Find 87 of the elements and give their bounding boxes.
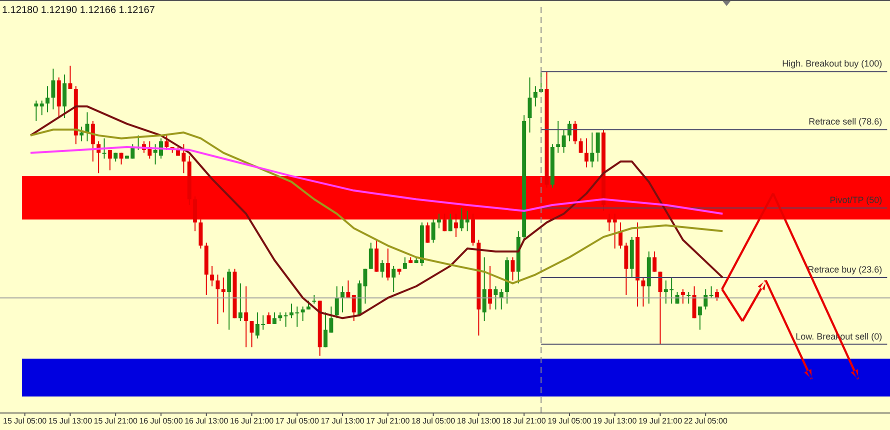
candlestick: [426, 222, 430, 244]
candlestick: [442, 213, 447, 232]
candlestick: [198, 219, 203, 250]
x-tick-label: 16 Jul 05:00: [139, 416, 184, 426]
ref-line-label: Pivot/TP (50): [830, 194, 882, 205]
x-tick-label: 17 Jul 13:00: [320, 416, 365, 426]
candlestick: [284, 312, 288, 328]
candlestick: [346, 280, 350, 298]
x-tick-label: 19 Jul 13:00: [593, 416, 638, 426]
candlestick: [368, 242, 373, 270]
x-tick-label: 15 Jul 13:00: [48, 416, 93, 426]
candlestick: [334, 286, 339, 319]
candlestick: [607, 213, 612, 232]
candlestick: [482, 256, 486, 322]
x-tick-label: 15 Jul 05:00: [3, 416, 48, 426]
candlestick: [300, 306, 305, 322]
candlestick: [590, 132, 594, 168]
candlestick: [704, 288, 708, 310]
x-tick-label: 19 Jul 05:00: [548, 416, 592, 426]
x-tick-label: 17 Jul 21:00: [366, 416, 410, 426]
candlestick: [68, 65, 72, 90]
candlestick: [221, 277, 226, 313]
x-tick-label: 15 Jul 21:00: [94, 416, 138, 426]
candlestick: [567, 120, 572, 142]
candlestick: [244, 286, 248, 348]
candlestick: [402, 256, 407, 270]
candlestick: [686, 292, 691, 304]
candlestick: [680, 288, 685, 304]
candlestick: [51, 68, 56, 110]
candlestick: [584, 138, 588, 168]
candlestick: [62, 74, 67, 119]
candlestick: [562, 129, 566, 154]
x-tick-label: 18 Jul 13:00: [456, 416, 502, 426]
candlestick: [578, 138, 583, 154]
x-tick-label: 16 Jul 13:00: [184, 416, 229, 426]
candlestick: [658, 271, 662, 345]
candlestick: [108, 149, 112, 171]
candlestick: [40, 100, 44, 116]
candlestick: [238, 282, 242, 322]
candlestick: [272, 312, 276, 324]
candlestick: [193, 196, 198, 232]
candlestick: [624, 242, 628, 296]
candlestick: [46, 86, 50, 113]
candlestick: [641, 277, 646, 308]
candlestick: [164, 134, 169, 150]
candlestick: [698, 306, 702, 330]
x-tick-label: 22 Jul 05:00: [684, 416, 728, 426]
candlestick: [510, 256, 515, 281]
candlestick: [494, 286, 498, 310]
candlestick: [80, 126, 84, 142]
candlestick: [374, 239, 379, 272]
candlestick: [340, 286, 345, 313]
ref-line-label: High. Breakout buy (100): [782, 58, 882, 69]
candlestick: [380, 260, 384, 278]
x-tick-label: 17 Jul 05:00: [275, 416, 320, 426]
candlestick: [692, 286, 696, 319]
candlestick: [266, 312, 271, 324]
ref-line-label: Retrace sell (78.6): [808, 116, 882, 127]
candlestick: [431, 219, 436, 244]
text: 1.12180 1.12190 1.12166 1.12167: [2, 5, 155, 16]
candlestick: [533, 86, 538, 107]
x-tick-label: 19 Jul 21:00: [638, 416, 683, 426]
candlestick: [612, 213, 617, 250]
candlestick: [436, 213, 441, 229]
candlestick: [227, 268, 232, 330]
candlestick: [714, 288, 719, 302]
candlestick: [210, 265, 214, 287]
candlestick: [216, 274, 220, 324]
candlestick: [652, 250, 657, 272]
candlestick: [34, 100, 38, 122]
candlestick: [573, 120, 578, 145]
candlestick: [709, 286, 714, 298]
candlestick: [392, 265, 396, 293]
candlestick: [465, 210, 470, 232]
candlestick: [471, 213, 476, 246]
candlestick: [386, 248, 390, 281]
candlestick: [488, 265, 492, 310]
candlestick: [250, 320, 254, 348]
candlestick: [596, 132, 600, 162]
x-tick-label: 16 Jul 21:00: [230, 416, 274, 426]
candlestick: [460, 207, 464, 232]
candlestick: [556, 120, 560, 154]
candlestick: [454, 213, 458, 238]
candlestick: [499, 288, 504, 310]
x-tick-label: 18 Jul 21:00: [502, 416, 546, 426]
x-tick-label: 18 Jul 05:00: [412, 416, 456, 426]
candlestick: [448, 213, 452, 232]
